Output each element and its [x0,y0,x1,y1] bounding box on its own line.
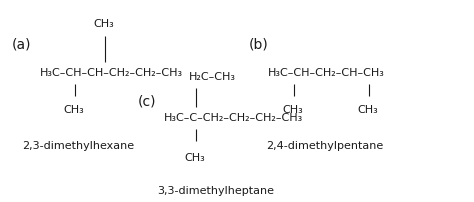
Text: CH₃: CH₃ [357,104,378,114]
Text: H₃C–CH–CH₂–CH–CH₃: H₃C–CH–CH₂–CH–CH₃ [268,68,385,78]
Text: H₃C–CH–CH–CH₂–CH₂–CH₃: H₃C–CH–CH–CH₂–CH₂–CH₃ [40,68,183,78]
Text: H₃C–C–CH₂–CH₂–CH₂–CH₃: H₃C–C–CH₂–CH₂–CH₂–CH₃ [164,112,303,122]
Text: CH₃: CH₃ [93,19,114,29]
Text: (b): (b) [249,38,269,51]
Text: (c): (c) [137,94,156,108]
Text: (a): (a) [12,38,31,51]
Text: CH₃: CH₃ [283,104,303,114]
Text: CH₃: CH₃ [184,153,205,163]
Text: 2,4-dimethylpentane: 2,4-dimethylpentane [266,140,383,150]
Text: 2,3-dimethylhexane: 2,3-dimethylhexane [22,140,134,150]
Text: H₂C–CH₃: H₂C–CH₃ [189,72,236,82]
Text: 3,3-dimethylheptane: 3,3-dimethylheptane [157,185,274,195]
Text: CH₃: CH₃ [63,104,84,114]
